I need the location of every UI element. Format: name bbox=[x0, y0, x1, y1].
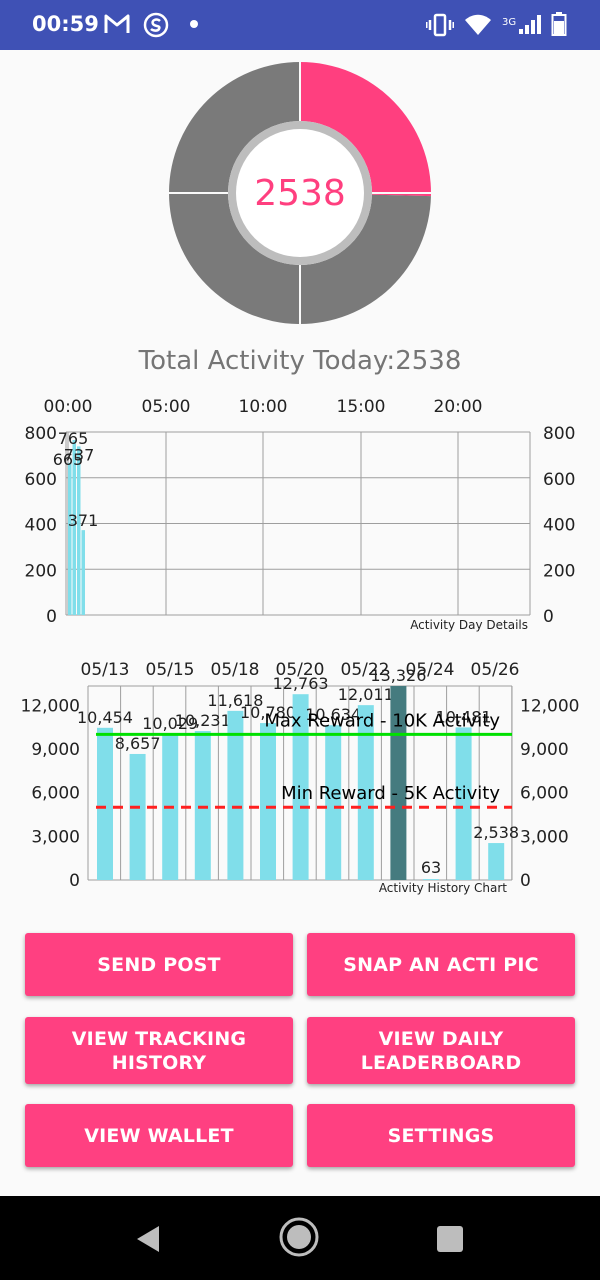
history-bar-value-label: 10,481 bbox=[436, 707, 492, 726]
history-bar-value-label: 10,454 bbox=[77, 708, 133, 727]
activity-day-chart: 0 0 200 200 400 400 600 600 800 800 00:00 05:00 10:0… bbox=[0, 390, 600, 640]
history-chart-description: Activity History Chart bbox=[379, 881, 507, 895]
y-tick-right: 400 bbox=[543, 516, 575, 536]
day-bar-value-label: 737 bbox=[64, 445, 95, 464]
settings-button[interactable]: SETTINGS bbox=[307, 1104, 575, 1167]
x-tick: 20:00 bbox=[434, 397, 483, 417]
donut-hole bbox=[236, 129, 364, 257]
wifi-icon bbox=[465, 14, 491, 35]
day-bar bbox=[77, 446, 81, 615]
history-bar-value-label: 13,326 bbox=[370, 666, 426, 685]
activity-donut-chart: 2538 bbox=[168, 61, 432, 325]
history-bar bbox=[227, 710, 244, 880]
history-bar bbox=[129, 753, 146, 880]
history-bar bbox=[488, 843, 505, 880]
x-tick: 05/15 bbox=[146, 660, 195, 680]
x-tick: 05/22 bbox=[341, 660, 390, 680]
network-type-label: 3G bbox=[502, 17, 517, 28]
status-bar: 00:59 3G bbox=[0, 0, 600, 50]
snap-acti-pic-button[interactable]: SNAP AN ACTI PIC bbox=[307, 933, 575, 996]
view-daily-leaderboard-button[interactable]: VIEW DAILY LEADERBOARD bbox=[307, 1017, 575, 1084]
clock: 00:59 bbox=[32, 12, 99, 36]
y-tick-left: 3,000 bbox=[31, 827, 80, 847]
history-bar-value-label: 12,011 bbox=[338, 685, 394, 704]
history-bar-value-label: 12,763 bbox=[273, 674, 329, 693]
x-tick: 15:00 bbox=[337, 397, 386, 417]
x-tick: 10:00 bbox=[239, 397, 288, 417]
x-tick: 00:00 bbox=[44, 397, 93, 417]
x-tick: 05/20 bbox=[276, 660, 325, 680]
view-tracking-history-button[interactable]: VIEW TRACKING HISTORY bbox=[25, 1017, 293, 1084]
donut-segment-today bbox=[300, 62, 432, 197]
recents-icon[interactable] bbox=[436, 1225, 464, 1253]
navigation-bar bbox=[0, 1196, 600, 1280]
y-tick-right: 0 bbox=[520, 871, 531, 891]
signal-icon bbox=[519, 15, 541, 34]
donut-center-value: 2538 bbox=[254, 172, 346, 214]
y-tick-left: 9,000 bbox=[31, 740, 80, 760]
y-tick-right: 3,000 bbox=[520, 827, 569, 847]
history-bar-value-label: 11,618 bbox=[207, 691, 263, 710]
day-chart-svg: 0 0 200 200 400 400 600 600 800 800 00:00 05:00 10:0… bbox=[25, 397, 576, 632]
day-bar-value-label: 371 bbox=[68, 511, 99, 530]
history-bar-value-label: 10,029 bbox=[142, 714, 198, 733]
activity-history-chart: 0 0 3,000 3,000 6,000 6,000 9,000 9,000 12,000 12… bbox=[0, 652, 600, 902]
y-tick-left: 0 bbox=[69, 871, 80, 891]
history-bar bbox=[194, 731, 211, 880]
history-bar bbox=[455, 727, 472, 880]
dot-icon bbox=[190, 20, 198, 28]
history-bar-value-label: 10,780 bbox=[240, 703, 296, 722]
x-tick: 05:00 bbox=[142, 397, 191, 417]
battery-icon bbox=[551, 12, 567, 36]
history-bar-value-label: 8,657 bbox=[115, 734, 161, 753]
x-tick: 05/24 bbox=[406, 660, 455, 680]
back-icon[interactable] bbox=[134, 1224, 162, 1254]
y-tick-right: 9,000 bbox=[520, 740, 569, 760]
send-post-button[interactable]: SEND POST bbox=[25, 933, 293, 996]
app-notification-icon bbox=[143, 12, 169, 38]
x-tick: 05/26 bbox=[471, 660, 520, 680]
x-tick: 05/13 bbox=[81, 660, 130, 680]
history-bar bbox=[423, 879, 439, 880]
limit-line-label: Min Reward - 5K Activity bbox=[281, 783, 500, 804]
view-wallet-button[interactable]: VIEW WALLET bbox=[25, 1104, 293, 1167]
day-bar bbox=[81, 530, 85, 615]
y-tick-left: 800 bbox=[25, 424, 57, 444]
history-bar-value-label: 10,231 bbox=[175, 711, 231, 730]
y-tick-right: 800 bbox=[543, 424, 575, 444]
history-bar bbox=[357, 705, 374, 880]
history-chart-svg: 0 0 3,000 3,000 6,000 6,000 9,000 9,000 12,000 12… bbox=[21, 660, 580, 895]
y-tick-left: 0 bbox=[46, 607, 57, 627]
day-bar-value-label: 765 bbox=[58, 429, 89, 448]
history-bar bbox=[260, 723, 276, 880]
donut-svg bbox=[169, 62, 432, 324]
history-bar-value-label: 2,538 bbox=[473, 823, 519, 842]
limit-line-label: Max Reward - 10K Activity bbox=[264, 710, 500, 731]
day-bar-value-label: 665 bbox=[53, 450, 84, 469]
total-activity-today-label: Total Activity Today:2538 bbox=[138, 346, 462, 376]
vibrate-icon bbox=[426, 13, 454, 37]
history-bar bbox=[97, 727, 113, 880]
y-tick-left: 600 bbox=[25, 470, 57, 490]
history-bar bbox=[325, 725, 342, 880]
y-tick-left: 12,000 bbox=[21, 696, 80, 716]
history-bar bbox=[292, 694, 309, 880]
x-tick: 05/18 bbox=[211, 660, 260, 680]
gmail-icon bbox=[104, 14, 130, 33]
y-tick-right: 0 bbox=[543, 607, 554, 627]
day-chart-description: Activity Day Details bbox=[410, 618, 528, 632]
history-bar-value-label: 63 bbox=[421, 858, 441, 877]
y-tick-right: 12,000 bbox=[520, 696, 579, 716]
y-tick-right: 6,000 bbox=[520, 784, 569, 804]
donut-segment-remaining bbox=[169, 62, 431, 324]
home-icon[interactable] bbox=[278, 1216, 320, 1258]
y-tick-left: 6,000 bbox=[31, 784, 80, 804]
y-tick-right: 200 bbox=[543, 561, 575, 581]
y-tick-right: 600 bbox=[543, 470, 575, 490]
day-bar bbox=[72, 440, 76, 615]
day-bar bbox=[68, 462, 72, 615]
y-tick-left: 200 bbox=[25, 561, 57, 581]
y-tick-left: 400 bbox=[25, 516, 57, 536]
history-bar-value-label: 10,634 bbox=[305, 705, 361, 724]
